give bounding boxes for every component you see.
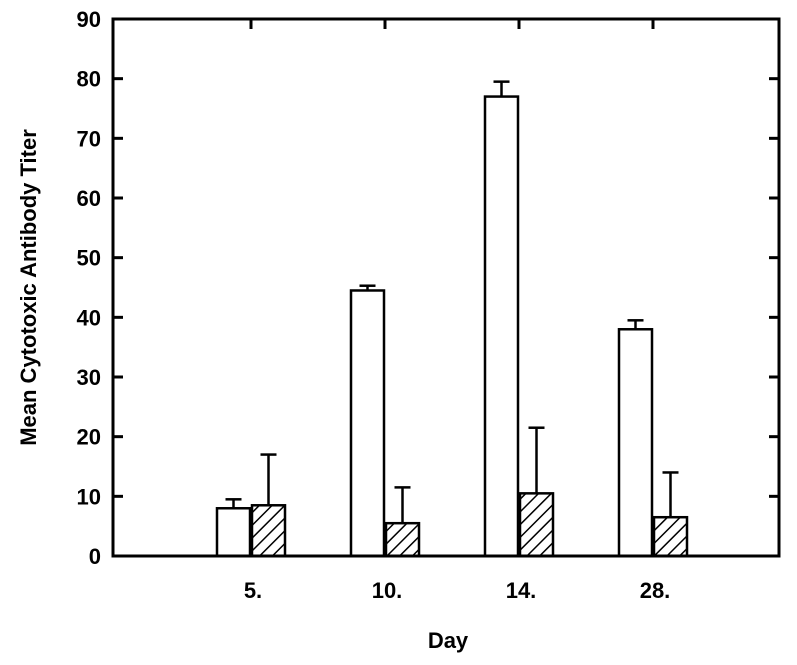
y-tick-label-10: 10 bbox=[77, 484, 101, 509]
bar-1-0 bbox=[250, 504, 287, 558]
bar-1-2 bbox=[518, 492, 555, 558]
y-axis-title: Mean Cytotoxic Antibody Titer bbox=[16, 129, 41, 446]
y-tick-label-30: 30 bbox=[77, 365, 101, 390]
bars bbox=[215, 80, 689, 558]
y-tick-label-20: 20 bbox=[77, 425, 101, 450]
y-axis-ticks: 0 10 20 30 40 50 60 70 80 90 bbox=[77, 7, 779, 569]
y-tick-label-60: 60 bbox=[77, 186, 101, 211]
x-axis-title: Day bbox=[428, 628, 469, 653]
x-tick-label-2: 14. bbox=[506, 578, 537, 603]
y-tick-label-50: 50 bbox=[77, 246, 101, 271]
bar-0-1 bbox=[349, 289, 386, 558]
x-tick-label-0: 5. bbox=[244, 578, 262, 603]
x-tick-label-3: 28. bbox=[640, 578, 671, 603]
x-tick-label-1: 10. bbox=[372, 578, 403, 603]
y-tick-label-90: 90 bbox=[77, 7, 101, 32]
bar-1-1 bbox=[384, 521, 421, 558]
x-axis-ticks: 5. 10. 14. 28. bbox=[244, 19, 670, 603]
bar-0-2 bbox=[483, 95, 520, 558]
y-tick-label-80: 80 bbox=[77, 67, 101, 92]
bar-0-3 bbox=[617, 328, 654, 558]
y-tick-label-40: 40 bbox=[77, 305, 101, 330]
plot-frame bbox=[111, 17, 781, 558]
y-tick-label-0: 0 bbox=[89, 544, 101, 569]
y-tick-label-70: 70 bbox=[77, 126, 101, 151]
bar-1-3 bbox=[652, 515, 689, 558]
bar-0-0 bbox=[215, 507, 252, 558]
